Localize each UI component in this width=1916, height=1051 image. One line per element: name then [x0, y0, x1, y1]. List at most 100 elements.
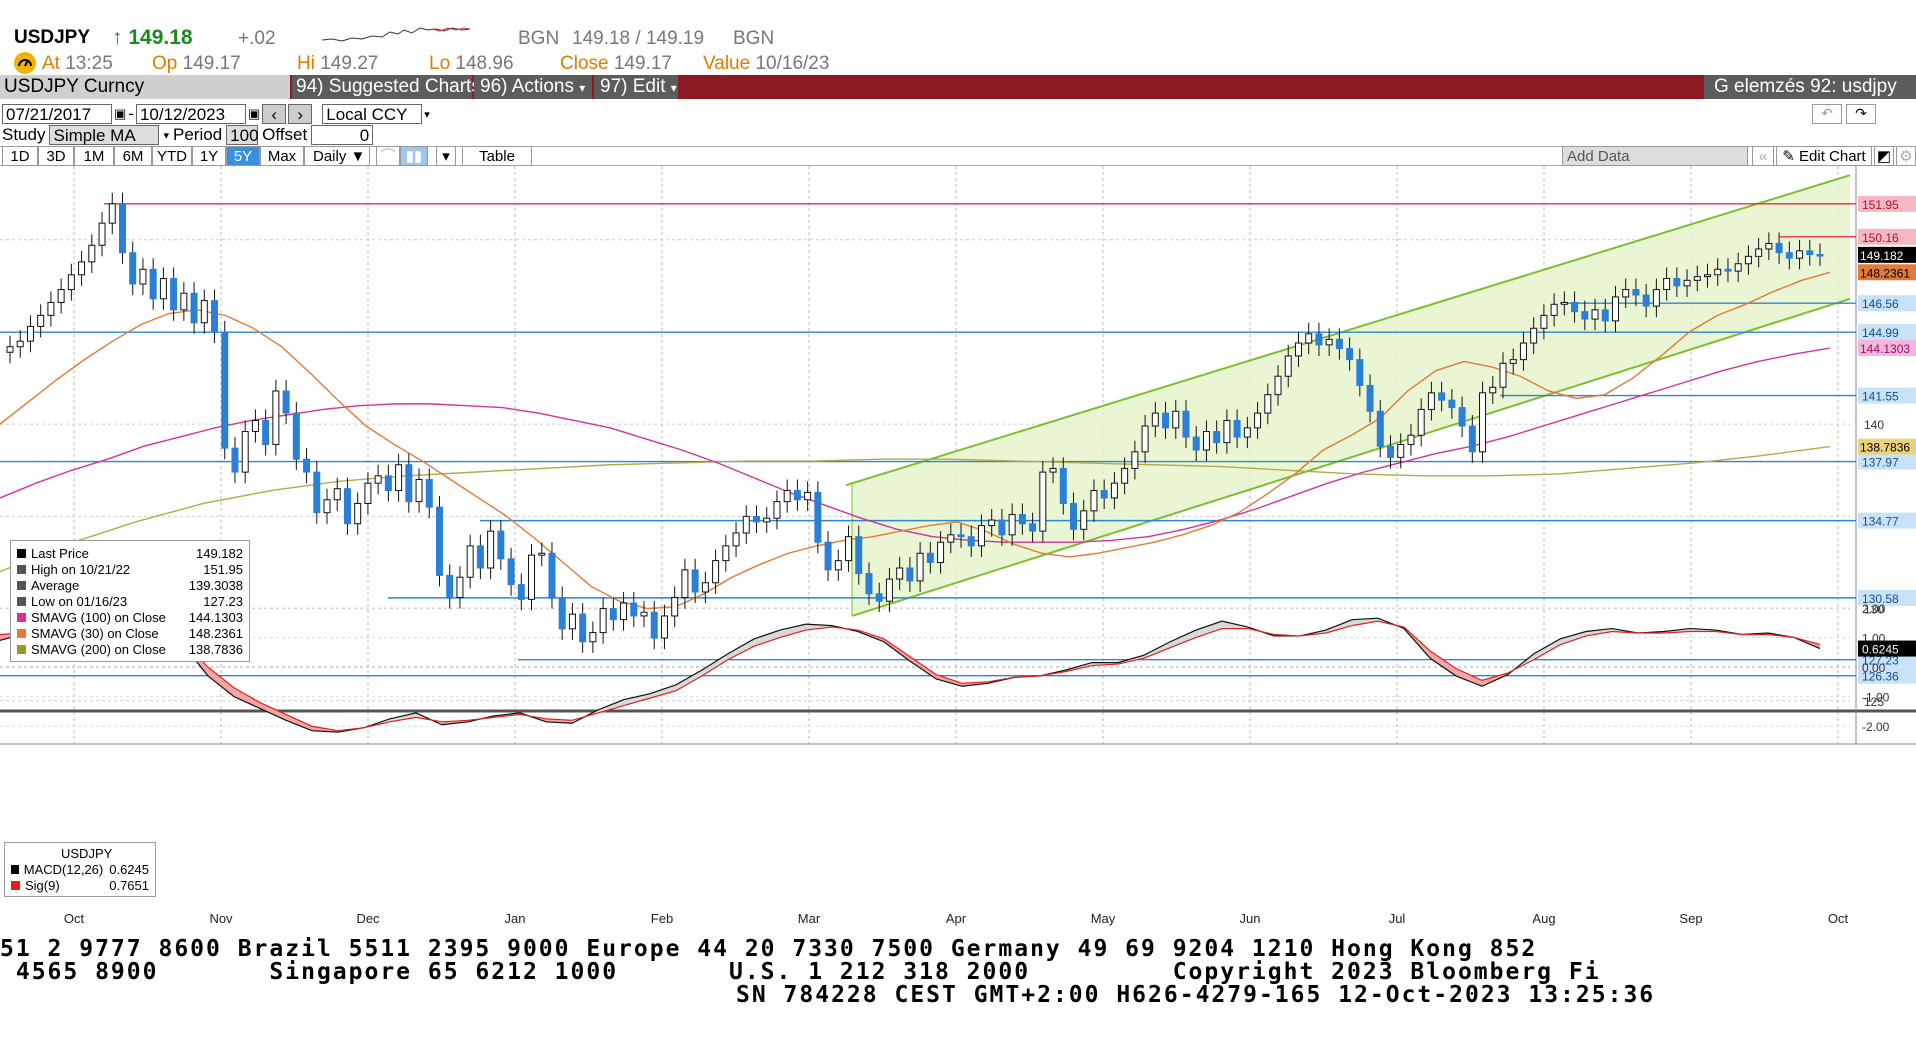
price-tick-label: 125: [1864, 695, 1884, 709]
line-chart-icon[interactable]: ⌒: [376, 146, 400, 166]
suggested-charts-button[interactable]: 94) Suggested Charts: [292, 75, 481, 99]
candle-body: [1284, 355, 1292, 377]
edit-button[interactable]: 97) Edit ▾: [594, 75, 678, 99]
candle-body: [1704, 274, 1712, 278]
period-input[interactable]: 100: [226, 125, 259, 145]
prev-period-button[interactable]: ‹: [262, 104, 287, 124]
frequency-select[interactable]: Daily ▼: [304, 146, 370, 166]
candle-body: [374, 475, 382, 484]
macd-fill: [1144, 641, 1170, 659]
macd-fill: [1196, 621, 1222, 638]
candle-body: [1182, 410, 1190, 438]
level-lines: 151.95 150.16 146.56 144.99 141.55 137.97 134.…: [0, 195, 1916, 684]
start-date-input[interactable]: 07/21/2017: [2, 104, 112, 124]
legend-label: SMAVG (100) on Close: [31, 609, 166, 625]
level-tag-label: 146.56: [1862, 297, 1899, 311]
candle-body: [26, 325, 34, 342]
close-row: Close 149.17: [560, 53, 672, 75]
period-label: Period: [173, 125, 223, 144]
edit-chart-label: Edit Chart: [1799, 148, 1866, 165]
candle-body: [129, 252, 137, 285]
lo-value: 148.96: [455, 53, 514, 74]
chevron-down-icon[interactable]: ▾: [163, 129, 170, 142]
macd-fill: [676, 670, 702, 691]
candle-body: [957, 534, 965, 538]
symbol-label: USDJPY: [14, 27, 91, 48]
calendar-icon[interactable]: ▣: [247, 106, 261, 121]
legend-swatch: [17, 612, 26, 622]
range-button-ytd[interactable]: YTD: [152, 146, 192, 166]
undo-icon[interactable]: ↶: [1812, 104, 1842, 124]
candle-chart-icon[interactable]: ▮▮: [400, 146, 428, 166]
macd-legend[interactable]: USDJPY MACD(12,26) 0.6245 Sig(9) 0.7651: [4, 842, 156, 897]
currency-select[interactable]: Local CCY: [322, 104, 423, 124]
next-period-button[interactable]: ›: [288, 104, 313, 124]
candle-body: [333, 488, 341, 501]
chevron-down-icon[interactable]: ▾: [436, 146, 456, 166]
candle-body: [1305, 333, 1313, 344]
offset-input[interactable]: 0: [311, 125, 374, 145]
edit-chart-button[interactable]: ✎ Edit Chart: [1776, 146, 1872, 166]
candle-body: [487, 530, 495, 569]
double-chevron-left-icon[interactable]: «: [1752, 146, 1774, 166]
add-data-input[interactable]: Add Data: [1562, 146, 1748, 166]
candle-body: [1356, 359, 1364, 386]
alert-icon[interactable]: [14, 52, 36, 74]
range-button-max[interactable]: Max: [260, 146, 304, 166]
range-button-1d[interactable]: 1D: [2, 146, 38, 166]
candle-body: [364, 482, 372, 504]
candle-body: [1202, 431, 1210, 451]
candle-body: [1172, 410, 1180, 429]
candle-body: [1335, 338, 1343, 350]
lo-label: Lo: [429, 53, 451, 74]
study-select[interactable]: Simple MA: [49, 125, 160, 145]
sma30-line: [0, 271, 1831, 610]
candle-body: [599, 608, 607, 634]
macd-value-tag-label: 0.6245: [1862, 643, 1899, 657]
redo-icon[interactable]: ↷: [1846, 104, 1876, 124]
calendar-icon[interactable]: ▣: [114, 106, 127, 121]
candle-body: [1724, 268, 1732, 272]
candle-body: [548, 552, 556, 599]
macd-fill: [728, 638, 754, 660]
chevron-down-icon[interactable]: ▾: [424, 108, 430, 121]
gear-icon[interactable]: ⚙: [1896, 146, 1916, 166]
candle-body: [609, 608, 617, 621]
range-button-1m[interactable]: 1M: [74, 146, 114, 166]
macd-fill: [1586, 628, 1612, 636]
price-legend[interactable]: Last Price 149.182 High on 10/21/22 151.95 A…: [10, 540, 250, 662]
level-tag: [1858, 195, 1916, 212]
range-button-6m[interactable]: 6M: [114, 146, 152, 166]
candle-body: [200, 300, 208, 324]
analysis-button[interactable]: G elemzés 92: usdjpy: [1704, 75, 1916, 99]
legend-row: Low on 01/16/23 127.23: [17, 593, 243, 609]
candle-body: [1141, 425, 1149, 453]
range-button-5y[interactable]: 5Y: [226, 146, 260, 166]
level-tag-label: 134.77: [1862, 515, 1899, 529]
macd-fill: [936, 674, 962, 687]
legend-value: 127.23: [203, 593, 243, 609]
end-date-input[interactable]: 10/12/2023: [135, 104, 246, 124]
legend-value: 148.2361: [188, 625, 243, 641]
chart-settings-icon[interactable]: ◩: [1874, 146, 1894, 166]
month-label: Apr: [946, 911, 967, 926]
footer-line-2: 4565 8900 Singapore 65 6212 1000 U.S. 1 …: [0, 959, 1601, 985]
actions-button[interactable]: 96) Actions ▾: [474, 75, 592, 99]
footer-line-3: SN 784228 CEST GMT+2:00 H626-4279-165 12…: [736, 982, 1656, 1008]
price-chart[interactable]: 125 130 140 151.95 150.16 146.56 144.99 141.55…: [0, 166, 1916, 928]
chevron-down-icon: ▼: [350, 148, 366, 165]
price-tick-label: 130: [1864, 603, 1884, 617]
candle-body: [926, 552, 934, 563]
range-button-1y[interactable]: 1Y: [192, 146, 226, 166]
candle-body: [1427, 392, 1435, 410]
table-button[interactable]: Table: [462, 146, 532, 166]
macd-legend-swatch: [11, 880, 20, 890]
candle-body: [579, 613, 587, 643]
security-field[interactable]: USDJPY Curncy: [0, 75, 290, 99]
high-row: Hi 149.27: [297, 53, 378, 75]
candle-body: [1499, 362, 1507, 388]
macd-tick-label: -2.00: [1862, 720, 1890, 734]
candle-body: [517, 584, 525, 600]
range-button-3d[interactable]: 3D: [38, 146, 74, 166]
macd-legend-swatch: [11, 864, 19, 874]
